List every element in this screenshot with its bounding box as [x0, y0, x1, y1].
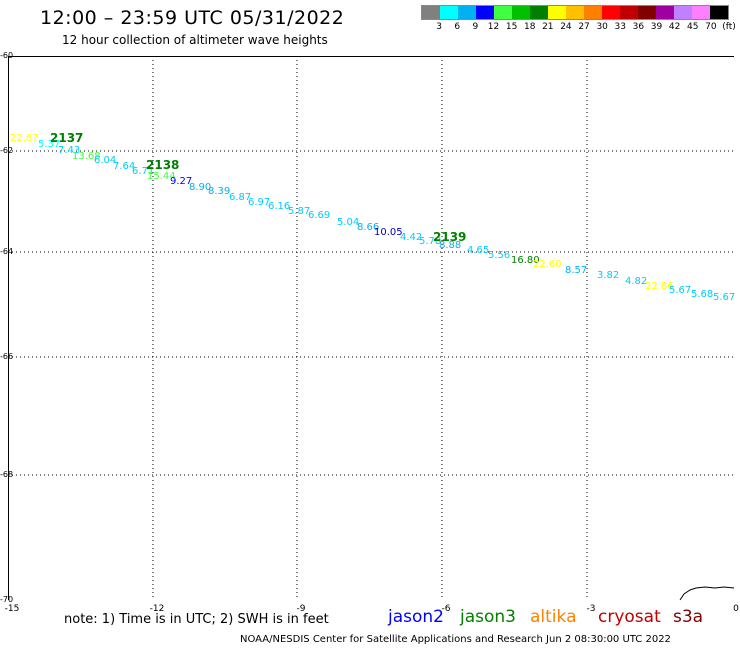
wave-height-label: 16.80 — [511, 255, 540, 266]
legend-item-jason2: jason2 — [388, 607, 444, 627]
wave-height-label: 13.68 — [72, 151, 101, 162]
wave-height-label: 5.67 — [713, 292, 735, 303]
latitude-tick-label: -60 — [0, 51, 14, 60]
color-scale-bar — [421, 5, 729, 20]
legend-item-s3a: s3a — [673, 607, 704, 627]
scale-swatch — [566, 6, 584, 19]
scale-label: 36 — [632, 22, 645, 32]
scale-swatch — [476, 6, 494, 19]
footnote: note: 1) Time is in UTC; 2) SWH is in fe… — [64, 612, 329, 627]
wave-height-label: 5.78 — [419, 236, 441, 247]
scale-swatch — [512, 6, 530, 19]
scale-label: (ft) — [722, 22, 736, 32]
wave-height-label: 8.88 — [439, 240, 461, 251]
scale-swatch — [458, 6, 476, 19]
wave-height-label: 7.64 — [113, 161, 135, 172]
scale-label: 18 — [523, 22, 536, 32]
wave-height-label: 6.97 — [248, 197, 270, 208]
latitude-tick-label: -62 — [0, 146, 14, 155]
coastline — [679, 586, 735, 601]
scale-label: 45 — [687, 22, 699, 32]
wave-height-label: 10.05 — [374, 227, 403, 238]
scale-swatch — [656, 6, 674, 19]
scale-swatch — [584, 6, 602, 19]
longitude-tick-label: -9 — [296, 604, 306, 614]
wave-height-label: 6.69 — [308, 210, 330, 221]
wave-height-label: 15.44 — [147, 171, 176, 182]
scale-swatch — [602, 6, 620, 19]
longitude-tick-label: -3 — [586, 604, 596, 614]
wave-height-label: 5.56 — [488, 250, 510, 261]
wave-height-label: 22.87 — [10, 133, 39, 144]
wave-height-label: 6.04 — [94, 155, 116, 166]
scale-label: 9 — [472, 22, 479, 32]
scale-label: 24 — [560, 22, 572, 32]
scale-label: 70 — [705, 22, 717, 32]
scale-swatch — [530, 6, 548, 19]
wave-height-label: 5.37 — [38, 139, 60, 150]
scale-label: 33 — [614, 22, 627, 32]
scale-label: 42 — [668, 22, 681, 32]
pass-number-label: 2137 — [50, 131, 83, 145]
wave-height-label: 5.87 — [288, 206, 310, 217]
scale-label: 3 — [436, 22, 442, 32]
wave-height-labels: 22.875.377.4313.686.047.646.7115.449.278… — [10, 131, 735, 303]
wave-height-label: 6.16 — [268, 201, 290, 212]
wave-height-label: 8.57 — [565, 265, 587, 276]
legend-item-cryosat: cryosat — [598, 607, 661, 627]
pass-number-label: 2138 — [146, 158, 179, 172]
wave-height-label: 5.67 — [669, 285, 691, 296]
legend-item-jason3: jason3 — [460, 607, 516, 627]
scale-swatch — [710, 6, 728, 19]
scale-swatch — [422, 6, 440, 19]
wave-height-label: 9.27 — [170, 176, 192, 187]
latitude-tick-label: -70 — [0, 595, 14, 604]
scale-swatch — [494, 6, 512, 19]
scale-label: 30 — [596, 22, 608, 32]
longitude-tick-label: -15 — [4, 604, 20, 614]
scale-label: 6 — [454, 22, 461, 32]
scale-swatch — [674, 6, 692, 19]
wave-height-label: 22.60 — [533, 259, 562, 270]
map-plot-area — [8, 56, 734, 600]
scale-label: 39 — [650, 22, 663, 32]
graticule-grid — [8, 56, 734, 600]
wave-height-label: 8.39 — [208, 186, 230, 197]
pass-number-label: 2139 — [433, 230, 466, 244]
color-scale-labels: 3 6 9 12 15 18 21 24 27 30 33 36 39 42 45 70 (ft) — [421, 22, 736, 34]
scale-label: 21 — [542, 22, 554, 32]
latitude-tick-label: -64 — [0, 247, 14, 256]
scale-swatch — [620, 6, 638, 19]
scale-label: 15 — [505, 22, 518, 32]
scale-swatch — [548, 6, 566, 19]
scale-swatch — [692, 6, 710, 19]
wave-height-label: 8.90 — [189, 182, 211, 193]
legend-item-altika: altika — [530, 607, 577, 627]
wave-height-label: 5.04 — [337, 217, 359, 228]
scale-label: 27 — [578, 22, 590, 32]
wave-height-label: 6.87 — [229, 192, 251, 203]
map-subtitle: 12 hour collection of altimeter wave hei… — [62, 33, 328, 47]
wave-height-label: 4.42 — [400, 232, 422, 243]
latitude-tick-label: -66 — [0, 352, 14, 361]
wave-height-label: 8.66 — [357, 222, 379, 233]
wave-height-label: 5.68 — [691, 289, 713, 300]
wave-height-label: 7.43 — [58, 145, 80, 156]
wave-height-label: 6.71 — [132, 166, 154, 177]
wave-height-label: 4.65 — [467, 245, 489, 256]
wave-height-label: 4.82 — [625, 276, 647, 287]
scale-swatch — [638, 6, 656, 19]
longitude-tick-label: -6 — [441, 604, 451, 614]
scale-swatch — [440, 6, 458, 19]
longitude-tick-label: 0 — [733, 604, 739, 614]
wave-height-label: 22.86 — [645, 281, 674, 292]
credit-footer: NOAA/NESDIS Center for Satellite Applica… — [240, 634, 671, 645]
wave-height-label: 3.82 — [597, 270, 619, 281]
latitude-tick-label: -68 — [0, 470, 14, 479]
map-title: 12:00 – 23:59 UTC 05/31/2022 — [40, 7, 345, 29]
longitude-tick-label: -12 — [149, 604, 165, 614]
scale-label: 12 — [487, 22, 500, 32]
